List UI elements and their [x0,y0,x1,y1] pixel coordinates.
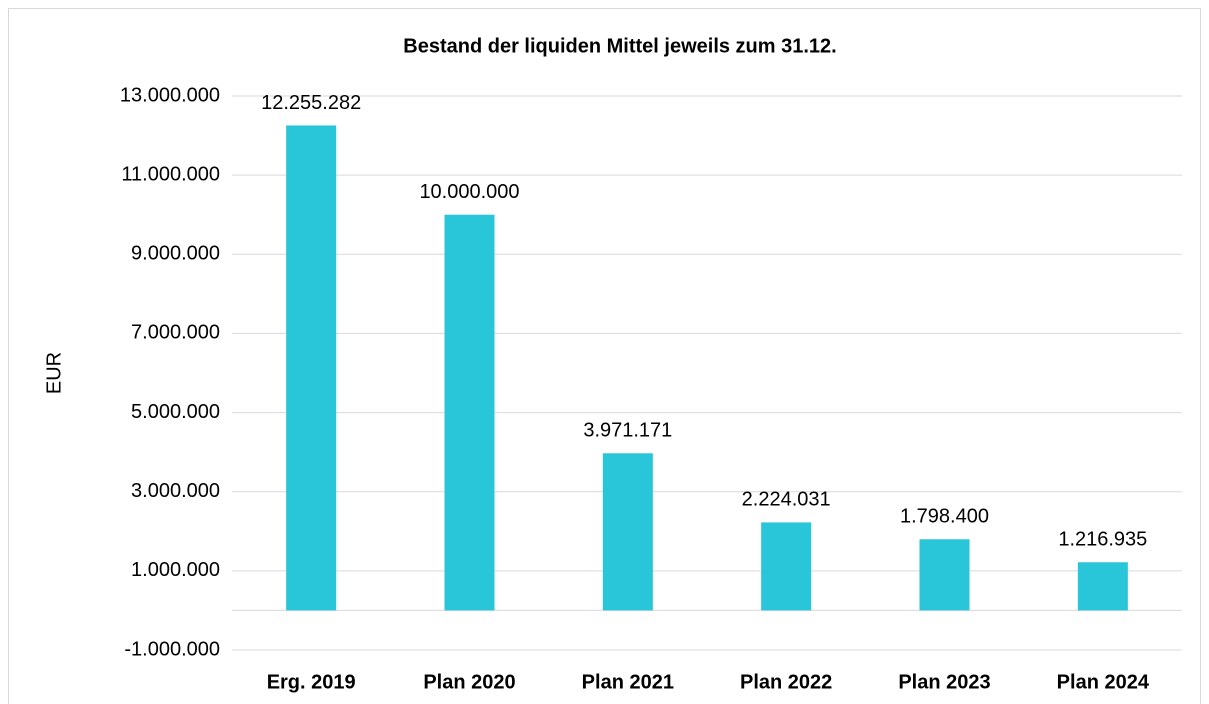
x-tick-label: Plan 2022 [740,671,832,693]
data-label: 2.224.031 [742,489,831,511]
y-tick-label: 7.000.000 [131,322,220,344]
bar [761,522,812,611]
y-axis-label: EUR [43,352,65,394]
y-tick-label: 9.000.000 [131,243,220,265]
chart-title: Bestand der liquiden Mittel jeweils zum … [403,35,836,57]
data-label: 12.255.282 [261,92,361,114]
x-tick-label: Erg. 2019 [267,671,356,693]
y-tick-label: 5.000.000 [131,401,220,423]
bar [1077,562,1128,611]
bar [286,125,337,611]
bar [602,453,653,611]
chart-frame [8,8,1201,704]
data-label: 1.216.935 [1058,529,1147,551]
y-tick-label: 3.000.000 [131,480,220,502]
y-tick-label: 1.000.000 [131,559,220,581]
y-tick-label: 11.000.000 [121,163,220,185]
data-label: 10.000.000 [419,181,519,203]
y-tick-label: -1.000.000 [124,638,220,660]
x-tick-label: Plan 2020 [423,671,515,693]
bar [444,214,495,611]
bar [919,539,970,611]
x-tick-label: Plan 2021 [582,671,674,693]
x-tick-label: Plan 2023 [898,671,990,693]
x-tick-label: Plan 2024 [1057,671,1150,693]
data-label: 3.971.171 [583,420,672,442]
data-label: 1.798.400 [900,506,989,528]
y-tick-label: 13.000.000 [120,84,220,106]
